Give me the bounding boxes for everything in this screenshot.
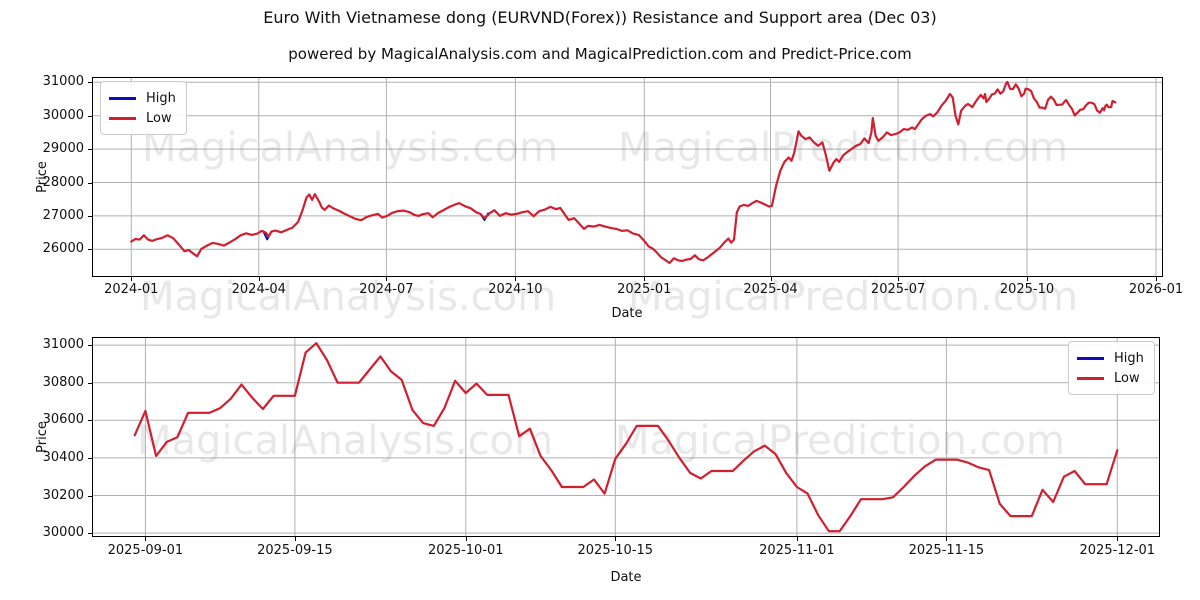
low-line-swatch: [109, 116, 136, 120]
y-tick-label: 31000: [42, 74, 84, 90]
plot-border: [92, 337, 1160, 537]
y-tick-label: 30000: [42, 107, 84, 123]
high-line-swatch: [109, 96, 136, 100]
y-tick-mark: [88, 495, 92, 497]
x-tick-mark: [796, 537, 798, 541]
x-tick-label: 2025-11-01: [759, 543, 835, 558]
y-tick-mark: [88, 345, 92, 347]
y-axis-label-bottom: Price: [35, 421, 50, 453]
plot-top: MagicalAnalysis.com MagicalPrediction.com: [92, 77, 1163, 277]
x-tick-label: 2025-04: [743, 282, 798, 297]
x-tick-label: 2025-11-15: [908, 543, 985, 558]
x-tick-mark: [898, 277, 900, 281]
x-tick-label: 2025-12-01: [1079, 543, 1156, 558]
plot-border: [92, 77, 1163, 277]
y-tick-label: 29000: [42, 141, 84, 157]
y-tick-label: 30800: [42, 374, 84, 390]
x-tick-mark: [145, 537, 147, 541]
low-line-swatch: [1077, 376, 1104, 380]
y-tick-label: 27000: [42, 207, 84, 223]
y-tick-mark: [88, 382, 92, 384]
watermark-prediction: MagicalPrediction.com: [618, 125, 1068, 171]
legend-label-low: Low: [1114, 370, 1140, 386]
x-axis-label-top: Date: [611, 306, 643, 321]
x-tick-label: 2025-10: [999, 282, 1055, 297]
legend-top: High Low: [100, 81, 187, 135]
y-tick-label: 30400: [42, 449, 84, 465]
x-tick-label: 2025-01: [617, 282, 672, 297]
y-tick-mark: [88, 457, 92, 459]
chart-subtitle: powered by MagicalAnalysis.com and Magic…: [288, 45, 912, 63]
y-tick-label: 30000: [42, 525, 84, 541]
x-tick-mark: [1027, 277, 1028, 281]
x-tick-mark: [770, 277, 772, 281]
x-tick-mark: [131, 277, 133, 281]
x-tick-mark: [386, 277, 388, 281]
legend-label-high: High: [146, 90, 176, 106]
x-tick-mark: [258, 277, 260, 281]
x-tick-mark: [615, 537, 617, 541]
watermark-analysis-mid: MagicalAnalysis.com: [139, 274, 557, 320]
x-tick-label: 2024-01: [104, 282, 159, 297]
x-tick-label: 2024-04: [231, 282, 286, 297]
x-tick-mark: [1156, 277, 1157, 281]
chart-title: Euro With Vietnamese dong (EURVND(Forex)…: [263, 8, 937, 27]
y-tick-mark: [88, 249, 92, 251]
x-tick-mark: [1117, 537, 1119, 541]
y-tick-mark: [88, 182, 92, 184]
watermark-analysis: MagicalAnalysis.com: [137, 418, 553, 464]
x-tick-label: 2024-07: [359, 282, 414, 297]
y-tick-label: 30600: [42, 412, 84, 428]
x-tick-mark: [294, 537, 296, 541]
x-tick-label: 2025-10-15: [577, 543, 654, 558]
high-line-swatch: [1077, 356, 1104, 360]
low-line: [130, 80, 1117, 265]
legend-label-low: Low: [146, 110, 172, 126]
x-tick-label: 2025-10-01: [428, 543, 504, 558]
y-tick-label: 30200: [42, 487, 84, 503]
x-tick-mark: [465, 537, 467, 541]
legend-item-low: Low: [1077, 368, 1144, 388]
legend-item-low: Low: [109, 108, 176, 128]
y-tick-mark: [88, 420, 92, 422]
y-tick-mark: [88, 149, 92, 151]
legend-bottom: High Low: [1068, 341, 1155, 395]
x-axis-label-bottom: Date: [610, 570, 642, 585]
x-tick-label: 2025-09-15: [257, 543, 333, 558]
y-tick-label: 28000: [42, 174, 84, 190]
legend-label-high: High: [1114, 350, 1144, 366]
y-tick-label: 26000: [42, 241, 84, 257]
legend-item-high: High: [1077, 348, 1144, 368]
x-tick-mark: [946, 537, 948, 541]
y-tick-label: 31000: [42, 337, 84, 353]
watermark-prediction: MagicalPrediction.com: [615, 418, 1065, 464]
low-line: [133, 342, 1119, 533]
x-tick-label: 2025-09-01: [107, 543, 184, 558]
x-tick-label: 2024-10: [488, 282, 543, 297]
x-tick-mark: [644, 277, 646, 281]
plot-bottom: MagicalAnalysis.com MagicalPrediction.com: [92, 337, 1160, 537]
x-tick-label: 2025-07: [870, 282, 926, 297]
y-tick-mark: [88, 533, 92, 535]
y-tick-mark: [88, 115, 92, 117]
x-tick-mark: [515, 277, 517, 281]
x-tick-label: 2026-01: [1128, 282, 1184, 297]
legend-item-high: High: [109, 88, 176, 108]
y-tick-mark: [88, 215, 92, 217]
watermark-analysis: MagicalAnalysis.com: [142, 125, 558, 171]
y-tick-mark: [88, 82, 92, 84]
